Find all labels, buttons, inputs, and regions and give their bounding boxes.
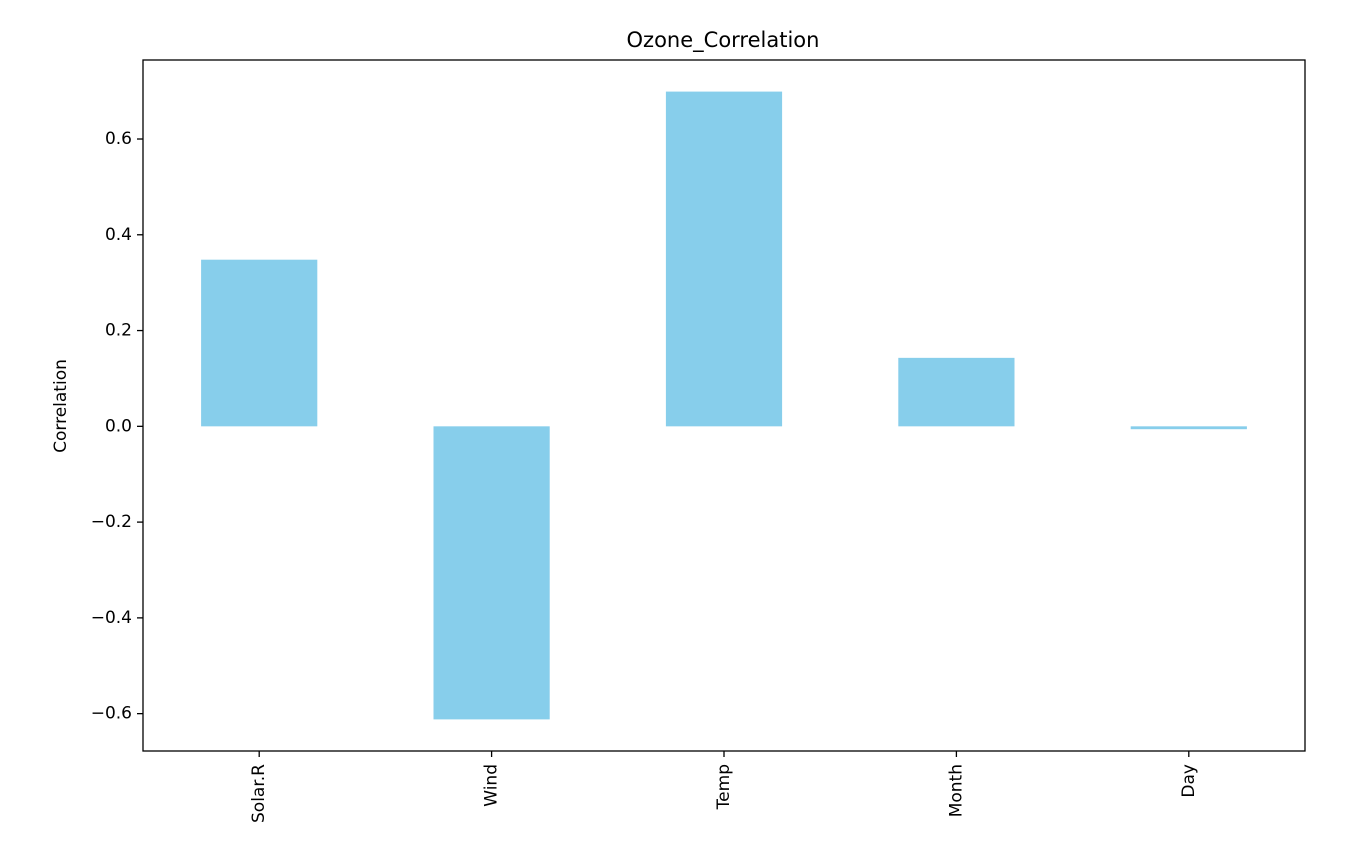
x-tick-label: Month xyxy=(946,764,966,817)
chart-title: Ozone_Correlation xyxy=(627,28,820,53)
y-axis-label: Correlation xyxy=(51,359,71,453)
bar-day xyxy=(1130,426,1247,430)
y-tick-label: 0.0 xyxy=(105,416,132,436)
y-tick-label: −0.6 xyxy=(91,704,132,724)
y-axis: −0.6 −0.4 −0.2 0.0 0.2 0.4 0.6 xyxy=(91,129,143,724)
bars-layer xyxy=(201,91,1247,720)
x-axis: Solar.R Wind Temp Month Day xyxy=(249,751,1199,823)
y-tick-label: 0.6 xyxy=(105,129,132,149)
plot-area-frame xyxy=(142,59,1306,752)
y-tick-label: −0.2 xyxy=(91,512,132,532)
x-tick-label: Solar.R xyxy=(249,764,269,823)
y-tick-label: 0.4 xyxy=(105,225,132,245)
y-tick-label: −0.4 xyxy=(91,608,132,628)
bar-wind xyxy=(433,426,550,720)
bar-solar-r xyxy=(201,259,318,427)
x-tick-label: Wind xyxy=(482,764,502,807)
bar-month xyxy=(898,357,1015,427)
x-tick-label: Temp xyxy=(714,764,734,810)
bar-temp xyxy=(665,91,783,427)
y-tick-label: 0.2 xyxy=(105,321,132,341)
x-tick-label: Day xyxy=(1179,764,1199,798)
